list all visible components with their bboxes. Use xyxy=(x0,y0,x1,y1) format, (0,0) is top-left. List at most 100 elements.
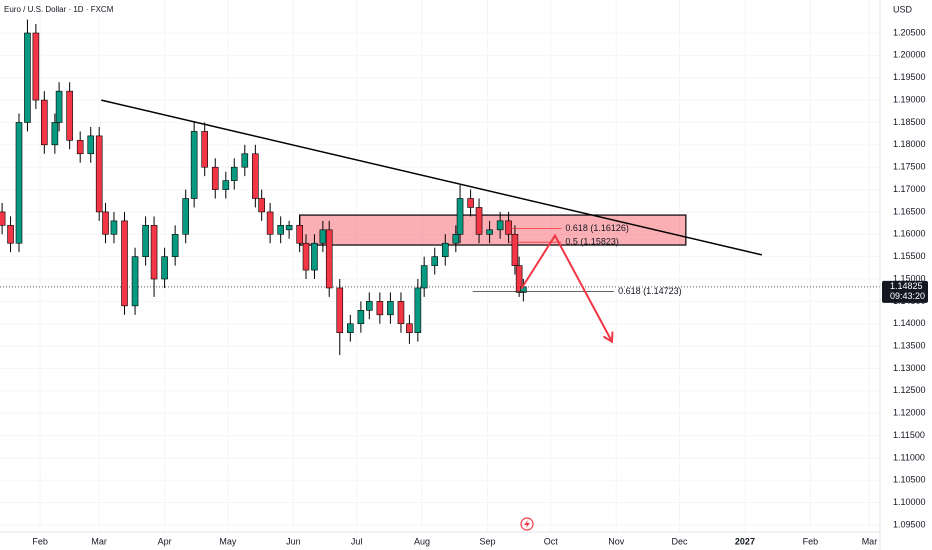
y-tick-label: 1.12000 xyxy=(893,408,926,418)
y-tick-label: 1.19000 xyxy=(893,94,926,104)
arrow-head xyxy=(602,331,614,344)
candle-body xyxy=(277,225,284,235)
candle-body xyxy=(121,220,128,307)
candle-body xyxy=(366,301,373,311)
x-tick-label: Apr xyxy=(158,536,172,546)
candle-body xyxy=(55,90,63,123)
x-tick-label: Mar xyxy=(91,536,107,546)
x-tick-label: May xyxy=(219,536,237,546)
candle-body xyxy=(456,198,464,235)
candle-body xyxy=(467,198,474,208)
y-tick-label: 1.15500 xyxy=(893,251,926,261)
x-tick-label: Nov xyxy=(608,536,625,546)
candle-body xyxy=(336,287,344,333)
y-tick-label: 1.12500 xyxy=(893,385,926,395)
candle-body xyxy=(266,211,274,235)
candle-body xyxy=(182,198,190,235)
x-tick-label: Jun xyxy=(286,536,301,546)
price-tag xyxy=(882,280,928,303)
y-tick-label: 1.18000 xyxy=(893,139,926,149)
plot-area: 0.618 (1.16126) 0.5 (1.15823) 0.618 (1.147… xyxy=(0,19,880,356)
x-tick-label: Jul xyxy=(351,536,363,546)
chart-title: Euro / U.S. Dollar · 1D · FXCM xyxy=(4,5,114,14)
candle-body xyxy=(142,225,149,257)
candle-body xyxy=(376,301,384,316)
candle-body xyxy=(7,225,14,244)
y-tick-label: 1.11500 xyxy=(893,430,925,440)
candle-body xyxy=(441,242,449,257)
currency-label: USD xyxy=(893,4,913,14)
candle-body xyxy=(486,229,493,235)
candle-body xyxy=(319,229,327,244)
y-tick-label: 1.13500 xyxy=(893,340,926,350)
x-tick-label: Sep xyxy=(479,536,495,546)
candle-body xyxy=(222,180,230,190)
y-tick-label: 1.09500 xyxy=(893,519,926,529)
candle-body xyxy=(201,131,209,168)
y-tick-label: 1.20500 xyxy=(893,27,926,37)
y-tick-label: 1.20000 xyxy=(893,50,926,60)
x-tick-label: 2027 xyxy=(735,536,755,546)
alert-icon[interactable] xyxy=(520,517,534,531)
y-tick-label: 1.11000 xyxy=(893,452,925,462)
y-tick-label: 1.10000 xyxy=(893,497,926,507)
price-tag-value: 1.14825 xyxy=(890,281,923,291)
candle-body xyxy=(452,233,460,244)
candle-body xyxy=(285,225,293,231)
projection-arrow xyxy=(520,233,613,343)
candle-body xyxy=(161,256,168,280)
candle-body xyxy=(32,32,40,101)
candle-body xyxy=(475,207,483,235)
candle-body xyxy=(87,135,95,155)
y-tick-label: 1.16500 xyxy=(893,206,926,216)
candle-body xyxy=(325,229,333,289)
candle-body xyxy=(51,122,59,146)
candle-body xyxy=(211,166,219,190)
candle-body xyxy=(230,166,238,181)
candle-body xyxy=(131,256,139,307)
candle-body xyxy=(241,153,249,168)
candle-body xyxy=(171,233,179,257)
y-tick-label: 1.10500 xyxy=(893,475,926,485)
supply-zone xyxy=(299,214,687,246)
candle-body xyxy=(0,211,6,226)
candle-body xyxy=(496,220,504,231)
y-tick-label: 1.18500 xyxy=(893,117,926,127)
candle-body xyxy=(66,90,73,141)
x-tick-label: Dec xyxy=(672,536,689,546)
y-tick-label: 1.14000 xyxy=(893,318,926,328)
candle-body xyxy=(110,220,118,235)
trendline xyxy=(101,99,762,256)
candle-body xyxy=(252,153,259,199)
candle-body xyxy=(420,265,428,289)
candle-body xyxy=(406,323,413,333)
y-tick-label: 1.15000 xyxy=(893,273,926,283)
x-tick-label: Mar xyxy=(862,536,878,546)
candle-body xyxy=(190,131,198,199)
candle-body xyxy=(511,233,519,266)
candle-body xyxy=(431,256,439,266)
candle-body xyxy=(347,323,354,333)
candle-body xyxy=(357,310,365,325)
candle-body xyxy=(24,32,31,123)
y-tick-label: 1.19500 xyxy=(893,72,926,82)
fib-label: 0.618 (1.16126) xyxy=(565,223,629,233)
candle-body xyxy=(102,211,109,235)
x-tick-label: Aug xyxy=(414,536,430,546)
candle-body xyxy=(15,122,23,244)
candle-body xyxy=(41,99,48,146)
y-tick-label: 1.16000 xyxy=(893,229,926,239)
candle-body xyxy=(302,242,310,271)
candle-body xyxy=(505,220,512,235)
candle-body xyxy=(258,198,265,213)
y-tick-label: 1.17000 xyxy=(893,184,926,194)
x-tick-label: Oct xyxy=(544,536,559,546)
x-tick-label: Feb xyxy=(803,536,819,546)
candle-body xyxy=(95,135,103,213)
y-tick-label: 1.13000 xyxy=(893,363,926,373)
candle-body xyxy=(515,265,523,293)
candle-body xyxy=(397,301,405,325)
candle-body xyxy=(296,225,303,244)
